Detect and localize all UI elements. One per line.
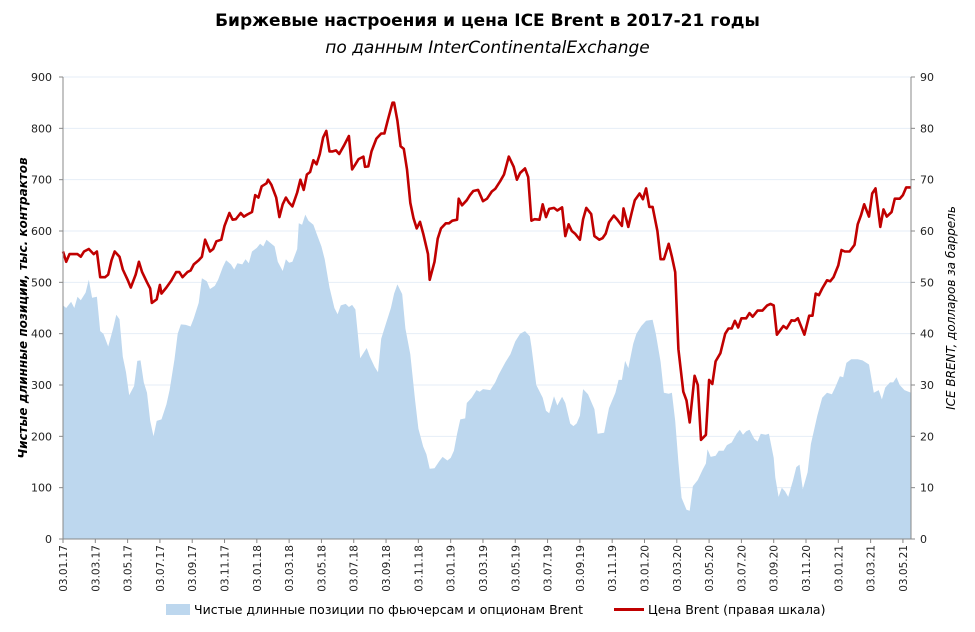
- y-right-tick-label: 80: [920, 122, 934, 135]
- x-tick-label: 03.05.19: [510, 545, 522, 592]
- y-left-tick-label: 700: [31, 174, 52, 187]
- y-left-tick-label: 900: [31, 71, 52, 84]
- y-left-tick-label: 200: [31, 430, 52, 443]
- y-right-tick-label: 60: [920, 225, 934, 238]
- legend-swatch-line: [614, 608, 644, 611]
- chart-subtitle: по данным InterContinentalExchange: [325, 38, 650, 58]
- x-tick-label: 03.11.20: [801, 545, 813, 592]
- y-right-tick-label: 20: [920, 430, 934, 443]
- legend-label-positions: Чистые длинные позиции по фьючерсам и оп…: [194, 602, 584, 617]
- x-tick-label: 03.01.19: [446, 545, 458, 592]
- x-tick-label: 03.07.20: [736, 545, 748, 592]
- x-tick-label: 03.05.17: [123, 545, 135, 592]
- x-tick-label: 03.03.19: [478, 545, 490, 592]
- y-right-tick-label: 70: [920, 174, 934, 187]
- y-left-tick-label: 500: [31, 276, 52, 289]
- y-left-tick-label: 0: [45, 533, 52, 546]
- legend-item-price: Цена Brent (правая шкала): [614, 602, 825, 617]
- x-tick-label: 03.07.17: [155, 545, 167, 592]
- x-tick-label: 03.01.21: [833, 545, 845, 592]
- x-tick-label: 03.07.18: [349, 545, 361, 592]
- x-tick-label: 03.03.21: [866, 545, 878, 592]
- x-tick-label: 03.03.20: [672, 545, 684, 592]
- x-tick-label: 03.03.17: [90, 545, 102, 592]
- y-left-tick-label: 800: [31, 122, 52, 135]
- y-right-tick-label: 50: [920, 276, 934, 289]
- y-left-tick-label: 100: [31, 482, 52, 495]
- x-tick-label: 03.01.20: [639, 545, 651, 592]
- positions-area: [63, 214, 911, 539]
- y-left-tick-label: 300: [31, 379, 52, 392]
- x-tick-label: 03.09.20: [769, 545, 781, 592]
- x-tick-label: 03.03.18: [284, 545, 296, 592]
- y-left-tick-label: 600: [31, 225, 52, 238]
- x-tick-label: 03.05.21: [898, 545, 910, 592]
- x-tick-label: 03.01.17: [58, 545, 70, 592]
- y-right-tick-label: 0: [920, 533, 927, 546]
- x-tick-label: 03.01.18: [252, 545, 264, 592]
- x-tick-label: 03.11.17: [220, 545, 232, 592]
- y-right-tick-label: 30: [920, 379, 934, 392]
- x-tick-label: 03.05.20: [704, 545, 716, 592]
- legend-item-positions: Чистые длинные позиции по фьючерсам и оп…: [166, 602, 583, 617]
- legend-label-price: Цена Brent (правая шкала): [648, 602, 826, 617]
- x-tick-label: 03.11.18: [413, 545, 425, 592]
- y-axis-left-title: Чистые длинные позиции, тыс. контрактов: [16, 157, 30, 459]
- y-right-tick-label: 10: [920, 482, 934, 495]
- legend-swatch-area: [166, 604, 190, 615]
- x-tick-label: 03.09.19: [575, 545, 587, 592]
- y-right-tick-label: 40: [920, 328, 934, 341]
- x-tick-label: 03.09.17: [187, 545, 199, 592]
- x-tick-label: 03.07.19: [543, 545, 555, 592]
- chart-title: Биржевые настроения и цена ICE Brent в 2…: [215, 11, 760, 31]
- y-axis-right-title: ICE BRENT, долларов за баррель: [944, 206, 958, 410]
- brent-price-line: [61, 101, 911, 442]
- x-tick-label: 03.11.19: [607, 545, 619, 592]
- x-tick-label: 03.09.18: [381, 545, 393, 592]
- y-right-tick-label: 90: [920, 71, 934, 84]
- y-left-tick-label: 400: [31, 328, 52, 341]
- x-tick-label: 03.05.18: [316, 545, 328, 592]
